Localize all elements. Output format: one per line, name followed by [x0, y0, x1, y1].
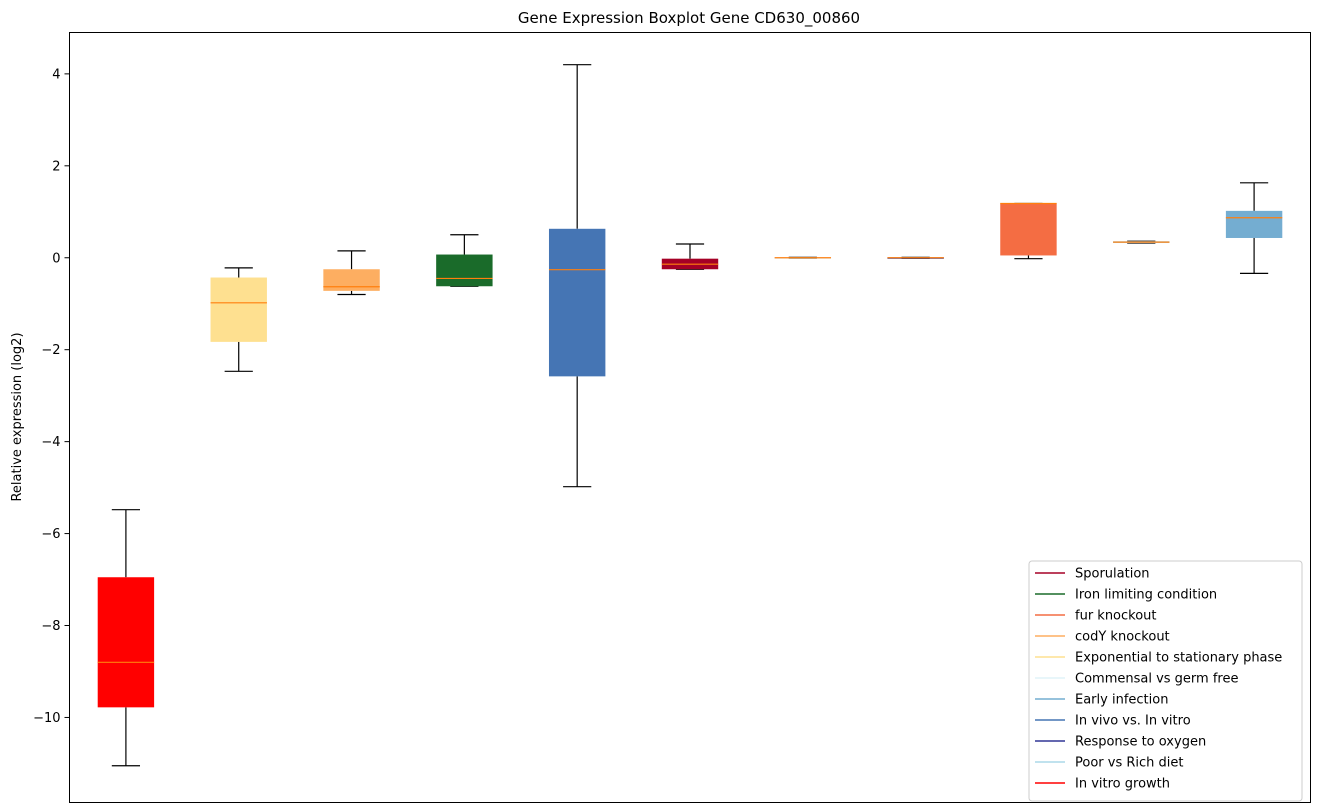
box-body: [97, 577, 155, 708]
legend-label: Response to oxygen: [1075, 735, 1206, 750]
legend-label: Iron limiting condition: [1075, 588, 1217, 603]
plot-frame: [69, 32, 1311, 803]
box-group: [1113, 240, 1170, 244]
y-tick-label: 0: [52, 251, 60, 266]
y-tick-label: −8: [41, 619, 60, 634]
legend-label: In vitro growth: [1075, 777, 1170, 792]
y-tick-label: −4: [41, 435, 60, 450]
legend-label: Early infection: [1075, 693, 1168, 708]
legend-label: fur knockout: [1075, 609, 1157, 624]
y-tick-label: −2: [41, 343, 60, 358]
box-body: [210, 277, 267, 342]
box-group: [661, 243, 719, 270]
legend: Sporulation Iron limiting condition fur kn…: [1028, 560, 1303, 802]
legend-frame: [1028, 560, 1303, 802]
box-group: [1225, 182, 1283, 274]
legend-label: codY knockout: [1075, 630, 1170, 645]
box-group: [210, 267, 267, 372]
legend-label: Poor vs Rich diet: [1075, 756, 1183, 771]
y-axis-label: Relative expression (log2): [10, 332, 25, 501]
legend-label: Exponential to stationary phase: [1075, 651, 1282, 666]
box-body: [323, 269, 380, 291]
y-tick-label: 4: [52, 67, 60, 82]
chart-title: Gene Expression Boxplot Gene CD630_00860: [518, 9, 860, 28]
y-axis: −10 −8 −6 −4 −2 0 2 4: [33, 67, 70, 726]
y-tick-label: 2: [52, 159, 60, 174]
legend-label: Commensal vs germ free: [1075, 672, 1238, 687]
box-group: [774, 256, 832, 259]
box-group: [436, 234, 493, 287]
box-group: [1000, 202, 1057, 260]
box-group: [97, 509, 155, 767]
box-group: [323, 250, 380, 296]
boxes-layer: [97, 64, 1283, 767]
box-body: [436, 254, 493, 287]
box-body: [1000, 203, 1057, 256]
box-group: [548, 64, 606, 488]
y-tick-label: −6: [41, 527, 60, 542]
y-tick-label: −10: [33, 711, 60, 726]
legend-label: In vivo vs. In vitro: [1075, 714, 1191, 729]
legend-label: Sporulation: [1075, 567, 1150, 582]
box-body: [548, 228, 606, 377]
box-body: [1225, 210, 1283, 238]
box-group: [887, 256, 944, 259]
